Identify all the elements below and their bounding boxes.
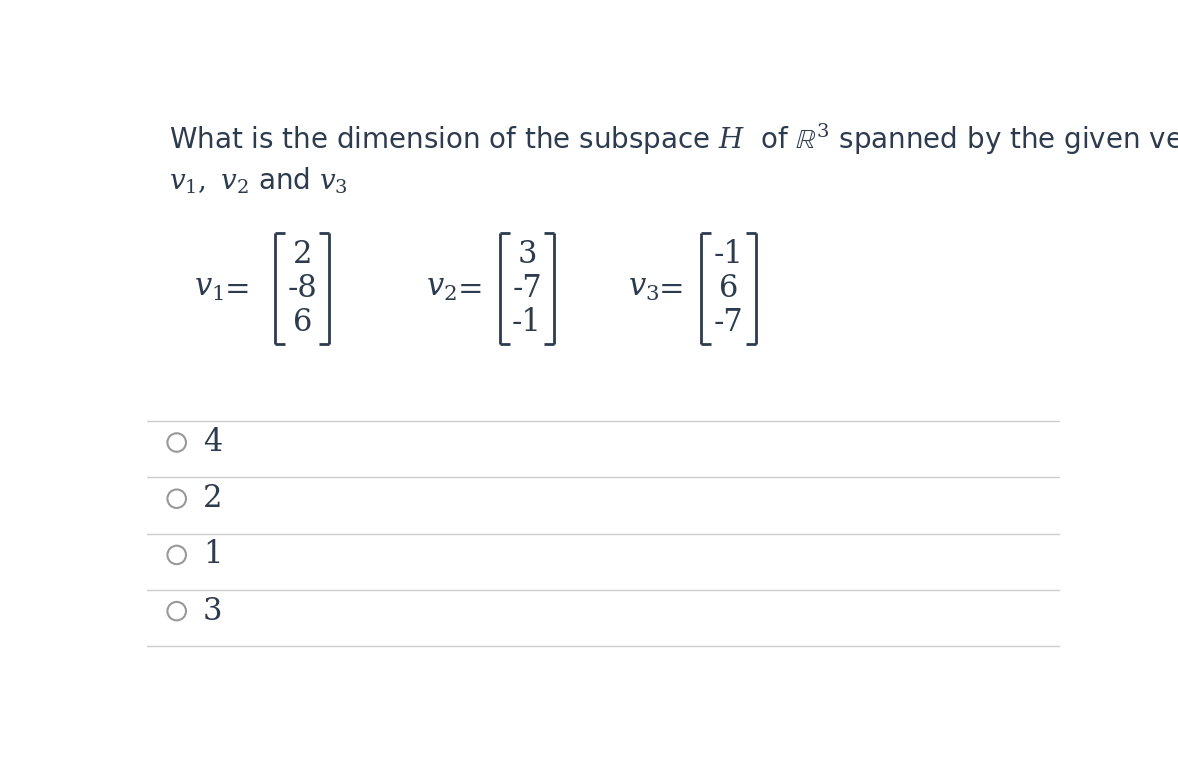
- Text: 1: 1: [203, 539, 223, 571]
- Text: $\mathit{v}_3$: $\mathit{v}_3$: [628, 274, 659, 303]
- Text: $=$: $=$: [219, 274, 250, 303]
- Text: $=$: $=$: [654, 274, 683, 303]
- Text: $\mathit{v}_1$: $\mathit{v}_1$: [193, 274, 224, 303]
- Text: 3: 3: [203, 596, 223, 627]
- Text: $=$: $=$: [452, 274, 482, 303]
- Text: $\mathit{v}_1,\ \mathit{v}_2$ and $\mathit{v}_3$: $\mathit{v}_1,\ \mathit{v}_2$ and $\math…: [168, 165, 348, 196]
- Text: 2: 2: [292, 239, 312, 270]
- Text: 2: 2: [203, 483, 223, 515]
- Text: 3: 3: [517, 239, 537, 270]
- Text: 4: 4: [203, 427, 223, 458]
- Text: -1: -1: [512, 307, 542, 338]
- Text: -1: -1: [714, 239, 743, 270]
- Text: $\mathit{v}_2$: $\mathit{v}_2$: [426, 274, 457, 303]
- Text: 6: 6: [292, 307, 312, 338]
- Text: 6: 6: [719, 273, 739, 304]
- Text: -7: -7: [714, 307, 743, 338]
- Text: -7: -7: [512, 273, 542, 304]
- Text: -8: -8: [287, 273, 317, 304]
- Text: What is the dimension of the subspace $\mathit{H}$  of $\mathbb{R}^3$ spanned by: What is the dimension of the subspace $\…: [168, 121, 1178, 157]
